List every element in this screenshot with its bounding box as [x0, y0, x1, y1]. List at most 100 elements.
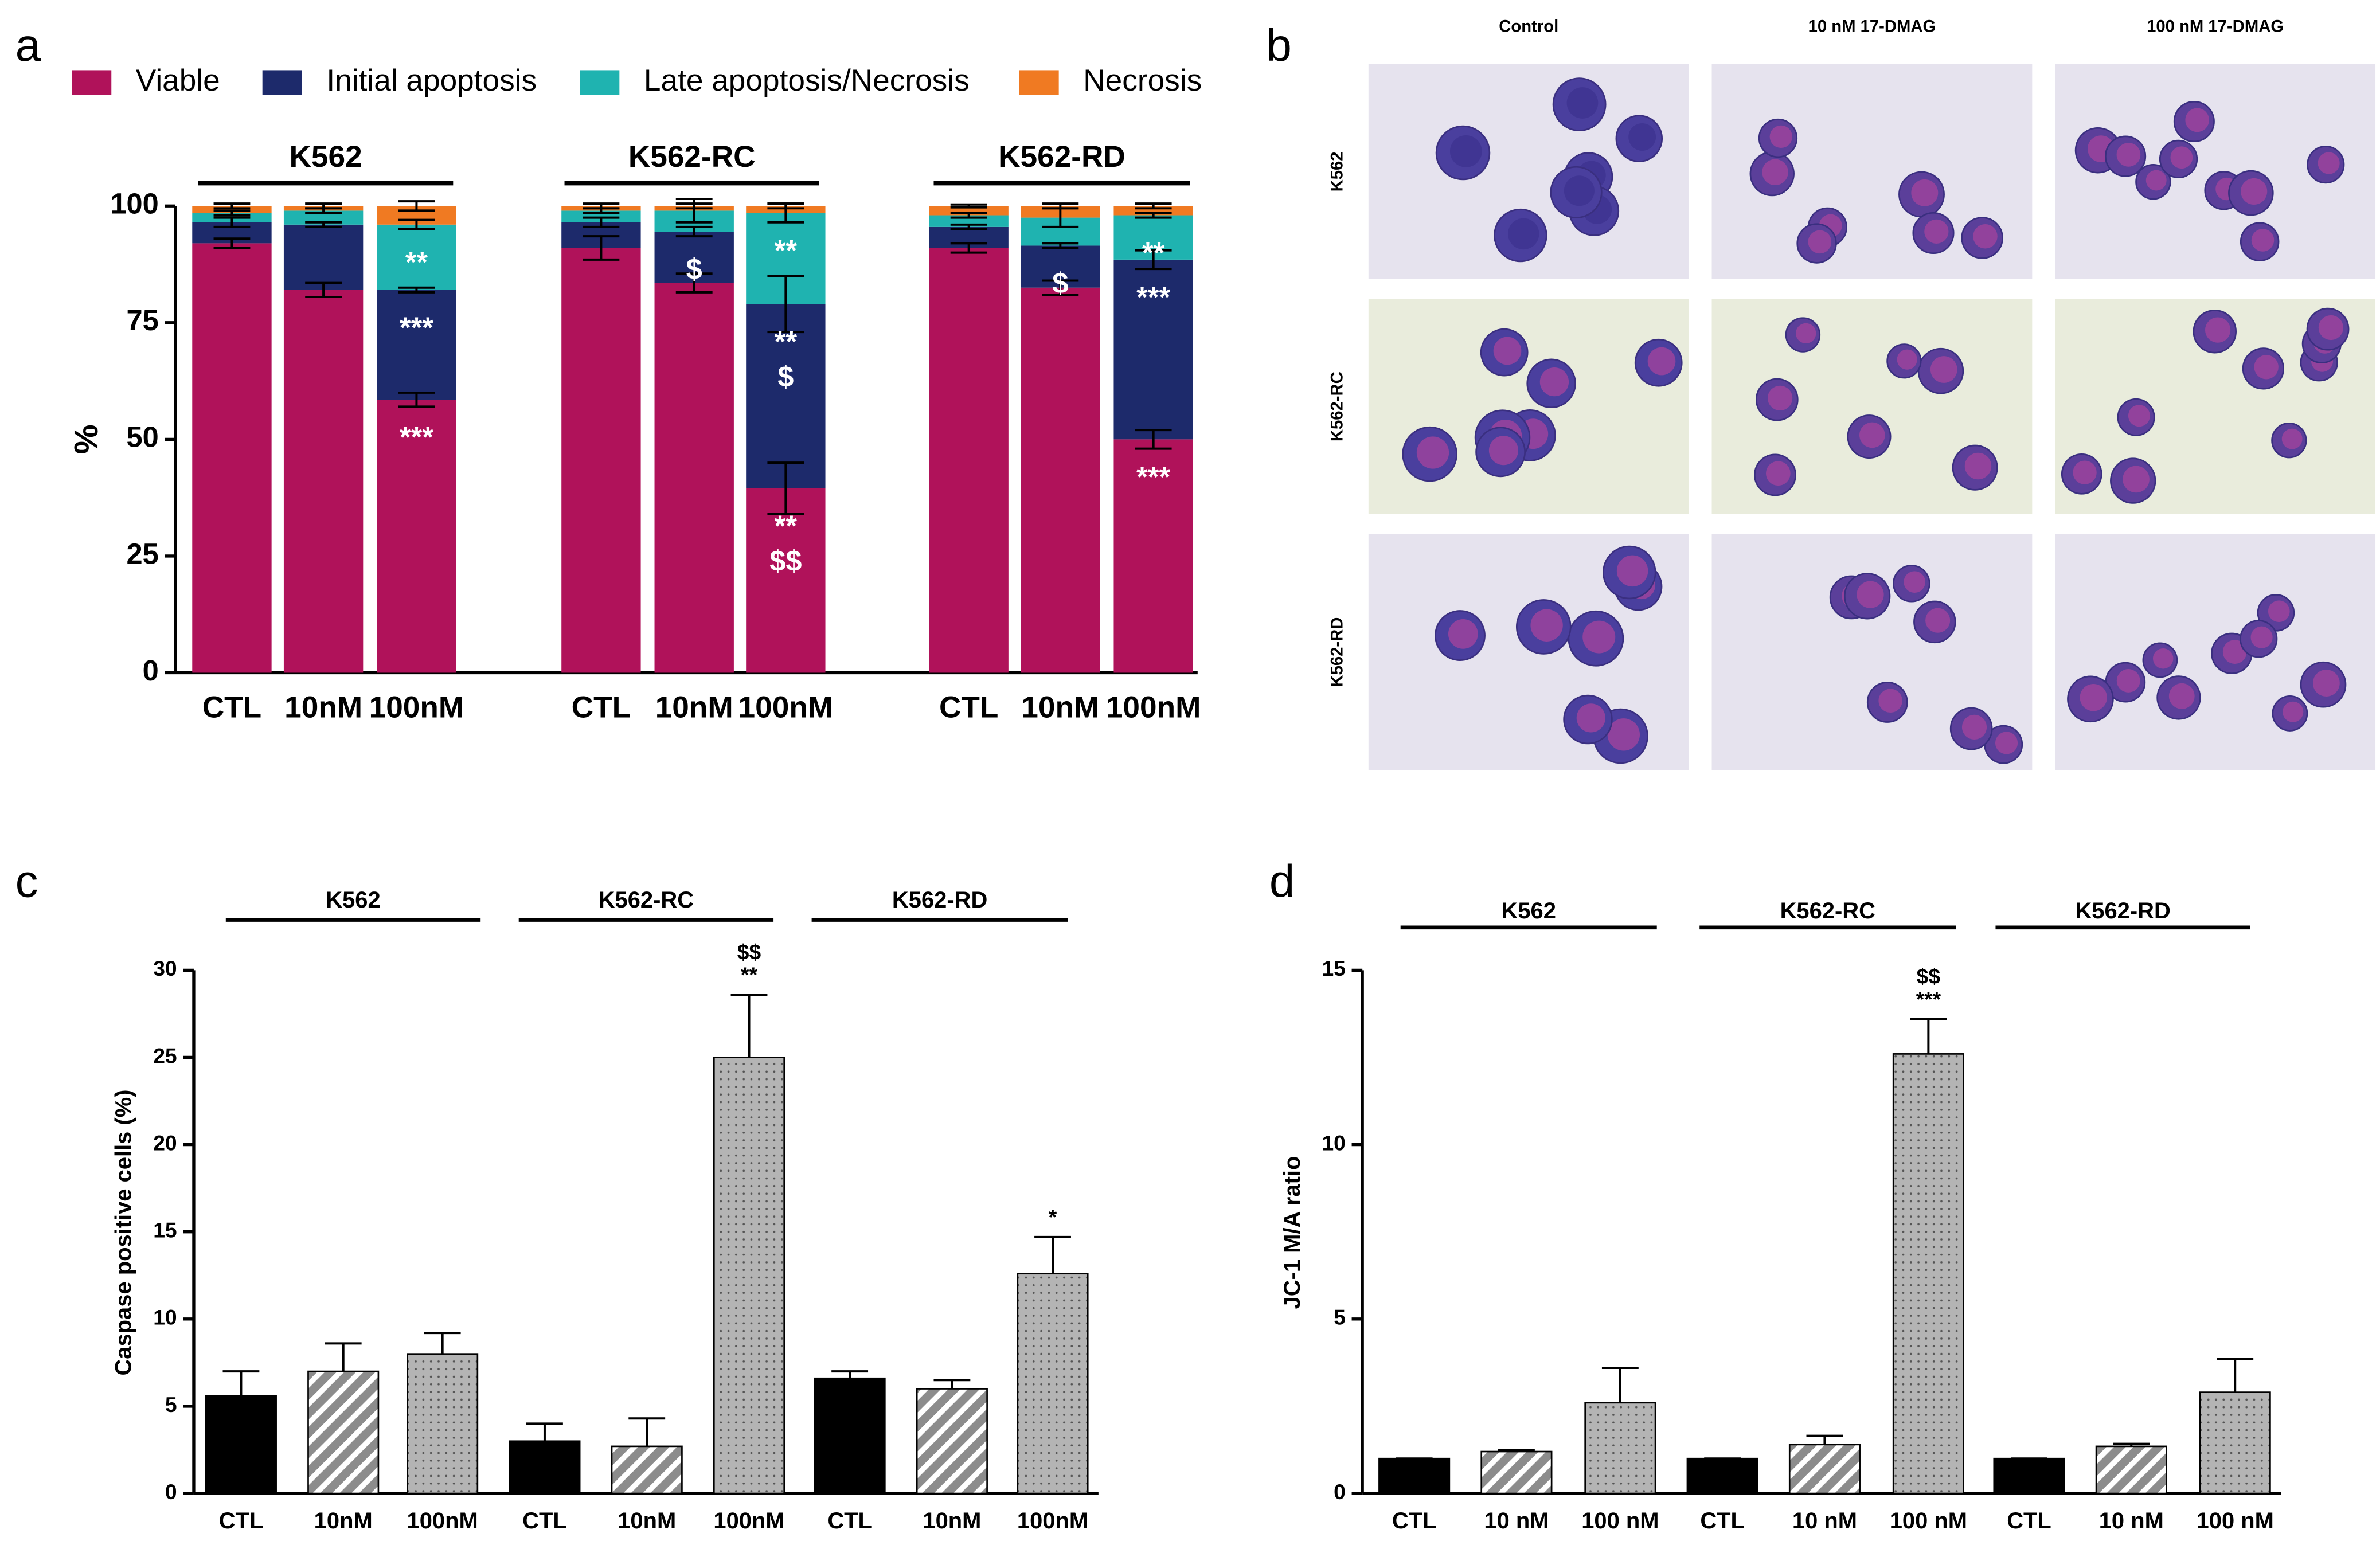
- legend-swatch: [262, 70, 302, 95]
- cell-nucleus: [1911, 179, 1939, 206]
- x-tick-label: 100 nM: [2197, 1508, 2274, 1534]
- group-label: K562-RC: [628, 140, 756, 174]
- cell-nucleus: [2170, 146, 2193, 169]
- bar-segment: [377, 400, 456, 673]
- cell-nucleus: [1765, 461, 1791, 486]
- y-tick-label: 50: [126, 421, 158, 453]
- panel-letter: c: [15, 855, 38, 906]
- bar: [307, 1370, 380, 1495]
- bar: [611, 1445, 683, 1495]
- bar-segment: [654, 283, 734, 673]
- cell-nucleus: [1449, 135, 1482, 167]
- cell-nucleus: [2152, 648, 2174, 669]
- cell-nucleus: [1930, 356, 1957, 383]
- x-tick-label: CTL: [202, 690, 261, 724]
- significance-label: **: [741, 963, 757, 987]
- y-tick-label: 75: [126, 304, 158, 337]
- significance-label: $: [777, 360, 794, 393]
- cell-nucleus: [1628, 123, 1656, 151]
- bar-segment: [192, 206, 272, 213]
- cell-nucleus: [1493, 337, 1522, 365]
- micrograph: [1368, 299, 1689, 514]
- bar: [2199, 1391, 2271, 1495]
- x-tick-label: 100 nM: [1890, 1508, 1967, 1534]
- bar-segment: [746, 488, 826, 673]
- bar-segment: [929, 248, 1009, 673]
- cell-nucleus: [2116, 669, 2140, 693]
- bar-segment: [929, 215, 1009, 227]
- cell-nucleus: [1576, 703, 1605, 733]
- bar-segment: [192, 243, 272, 673]
- significance-label: ***: [1916, 987, 1941, 1011]
- cell-nucleus: [2073, 460, 2097, 484]
- cell-nucleus: [1964, 452, 1992, 480]
- significance-label: ***: [1136, 460, 1170, 493]
- legend-label: Necrosis: [1083, 64, 1202, 97]
- group-label: K562-RC: [1780, 898, 1875, 924]
- legend-swatch: [580, 70, 620, 95]
- y-tick-label: 15: [153, 1218, 177, 1242]
- panel-letter: d: [1269, 855, 1295, 906]
- cell-nucleus: [2145, 170, 2167, 191]
- x-tick-label: 100nM: [738, 690, 834, 724]
- bar-segment: [283, 290, 364, 673]
- significance-label: **: [775, 325, 798, 358]
- cell-nucleus: [2312, 670, 2340, 697]
- cell-nucleus: [1859, 422, 1885, 448]
- cell-nucleus: [1768, 385, 1793, 410]
- x-tick-label: 100 nM: [1581, 1508, 1659, 1534]
- cell-nucleus: [1995, 732, 2018, 754]
- cell-nucleus: [2205, 317, 2231, 343]
- y-tick-label: 5: [1334, 1305, 1346, 1329]
- x-tick-label: 100nM: [1017, 1508, 1088, 1534]
- y-tick-label: 0: [1334, 1480, 1346, 1504]
- x-tick-label: 10nM: [1021, 690, 1099, 724]
- cell-nucleus: [2241, 178, 2268, 205]
- cell-nucleus: [2283, 701, 2304, 722]
- panel-letter: b: [1267, 19, 1292, 71]
- x-tick-label: CTL: [1392, 1508, 1437, 1534]
- group-label: K562-RD: [892, 887, 987, 913]
- cell-nucleus: [1925, 608, 1951, 633]
- cell-nucleus: [2116, 143, 2141, 167]
- bar: [713, 1057, 785, 1495]
- x-tick-label: 10 nM: [1792, 1508, 1857, 1534]
- bar: [205, 1395, 277, 1495]
- x-tick-label: 10nM: [314, 1508, 373, 1534]
- bar: [814, 1377, 886, 1495]
- cell-nucleus: [1616, 555, 1648, 587]
- significance-label: **: [405, 245, 428, 278]
- group-label: K562: [326, 887, 380, 913]
- cell-nucleus: [1857, 581, 1884, 608]
- y-axis-label: %: [68, 424, 105, 454]
- bar: [1686, 1457, 1758, 1495]
- significance-label: $$: [1917, 964, 1941, 988]
- significance-label: ***: [400, 421, 433, 453]
- x-tick-label: 10 nM: [2099, 1508, 2164, 1534]
- bar: [1017, 1273, 1089, 1495]
- legend-label: Viable: [136, 64, 220, 97]
- x-tick-label: CTL: [1700, 1508, 1745, 1534]
- x-tick-label: 10nM: [923, 1508, 981, 1534]
- cell-nucleus: [1961, 714, 1987, 740]
- bar: [1378, 1457, 1451, 1495]
- y-tick-label: 100: [110, 187, 158, 220]
- cell-nucleus: [1507, 218, 1539, 250]
- cell-nucleus: [1904, 571, 1926, 593]
- cell-nucleus: [1878, 689, 1902, 713]
- bar-segment: [1113, 206, 1193, 216]
- cell-nucleus: [1539, 367, 1569, 397]
- cell-nucleus: [2281, 428, 2303, 449]
- row-label: K562: [1328, 151, 1346, 191]
- cell-nucleus: [1769, 125, 1792, 148]
- row-label: K562-RD: [1328, 617, 1346, 687]
- significance-label: ***: [400, 311, 433, 343]
- bar-segment: [1113, 259, 1193, 440]
- x-tick-label: CTL: [219, 1508, 264, 1534]
- y-tick-label: 5: [165, 1393, 177, 1417]
- bar: [916, 1388, 988, 1495]
- bar-segment: [929, 206, 1009, 216]
- cell-nucleus: [2128, 405, 2150, 427]
- cell-nucleus: [1488, 436, 1518, 466]
- y-tick-label: 30: [153, 956, 177, 980]
